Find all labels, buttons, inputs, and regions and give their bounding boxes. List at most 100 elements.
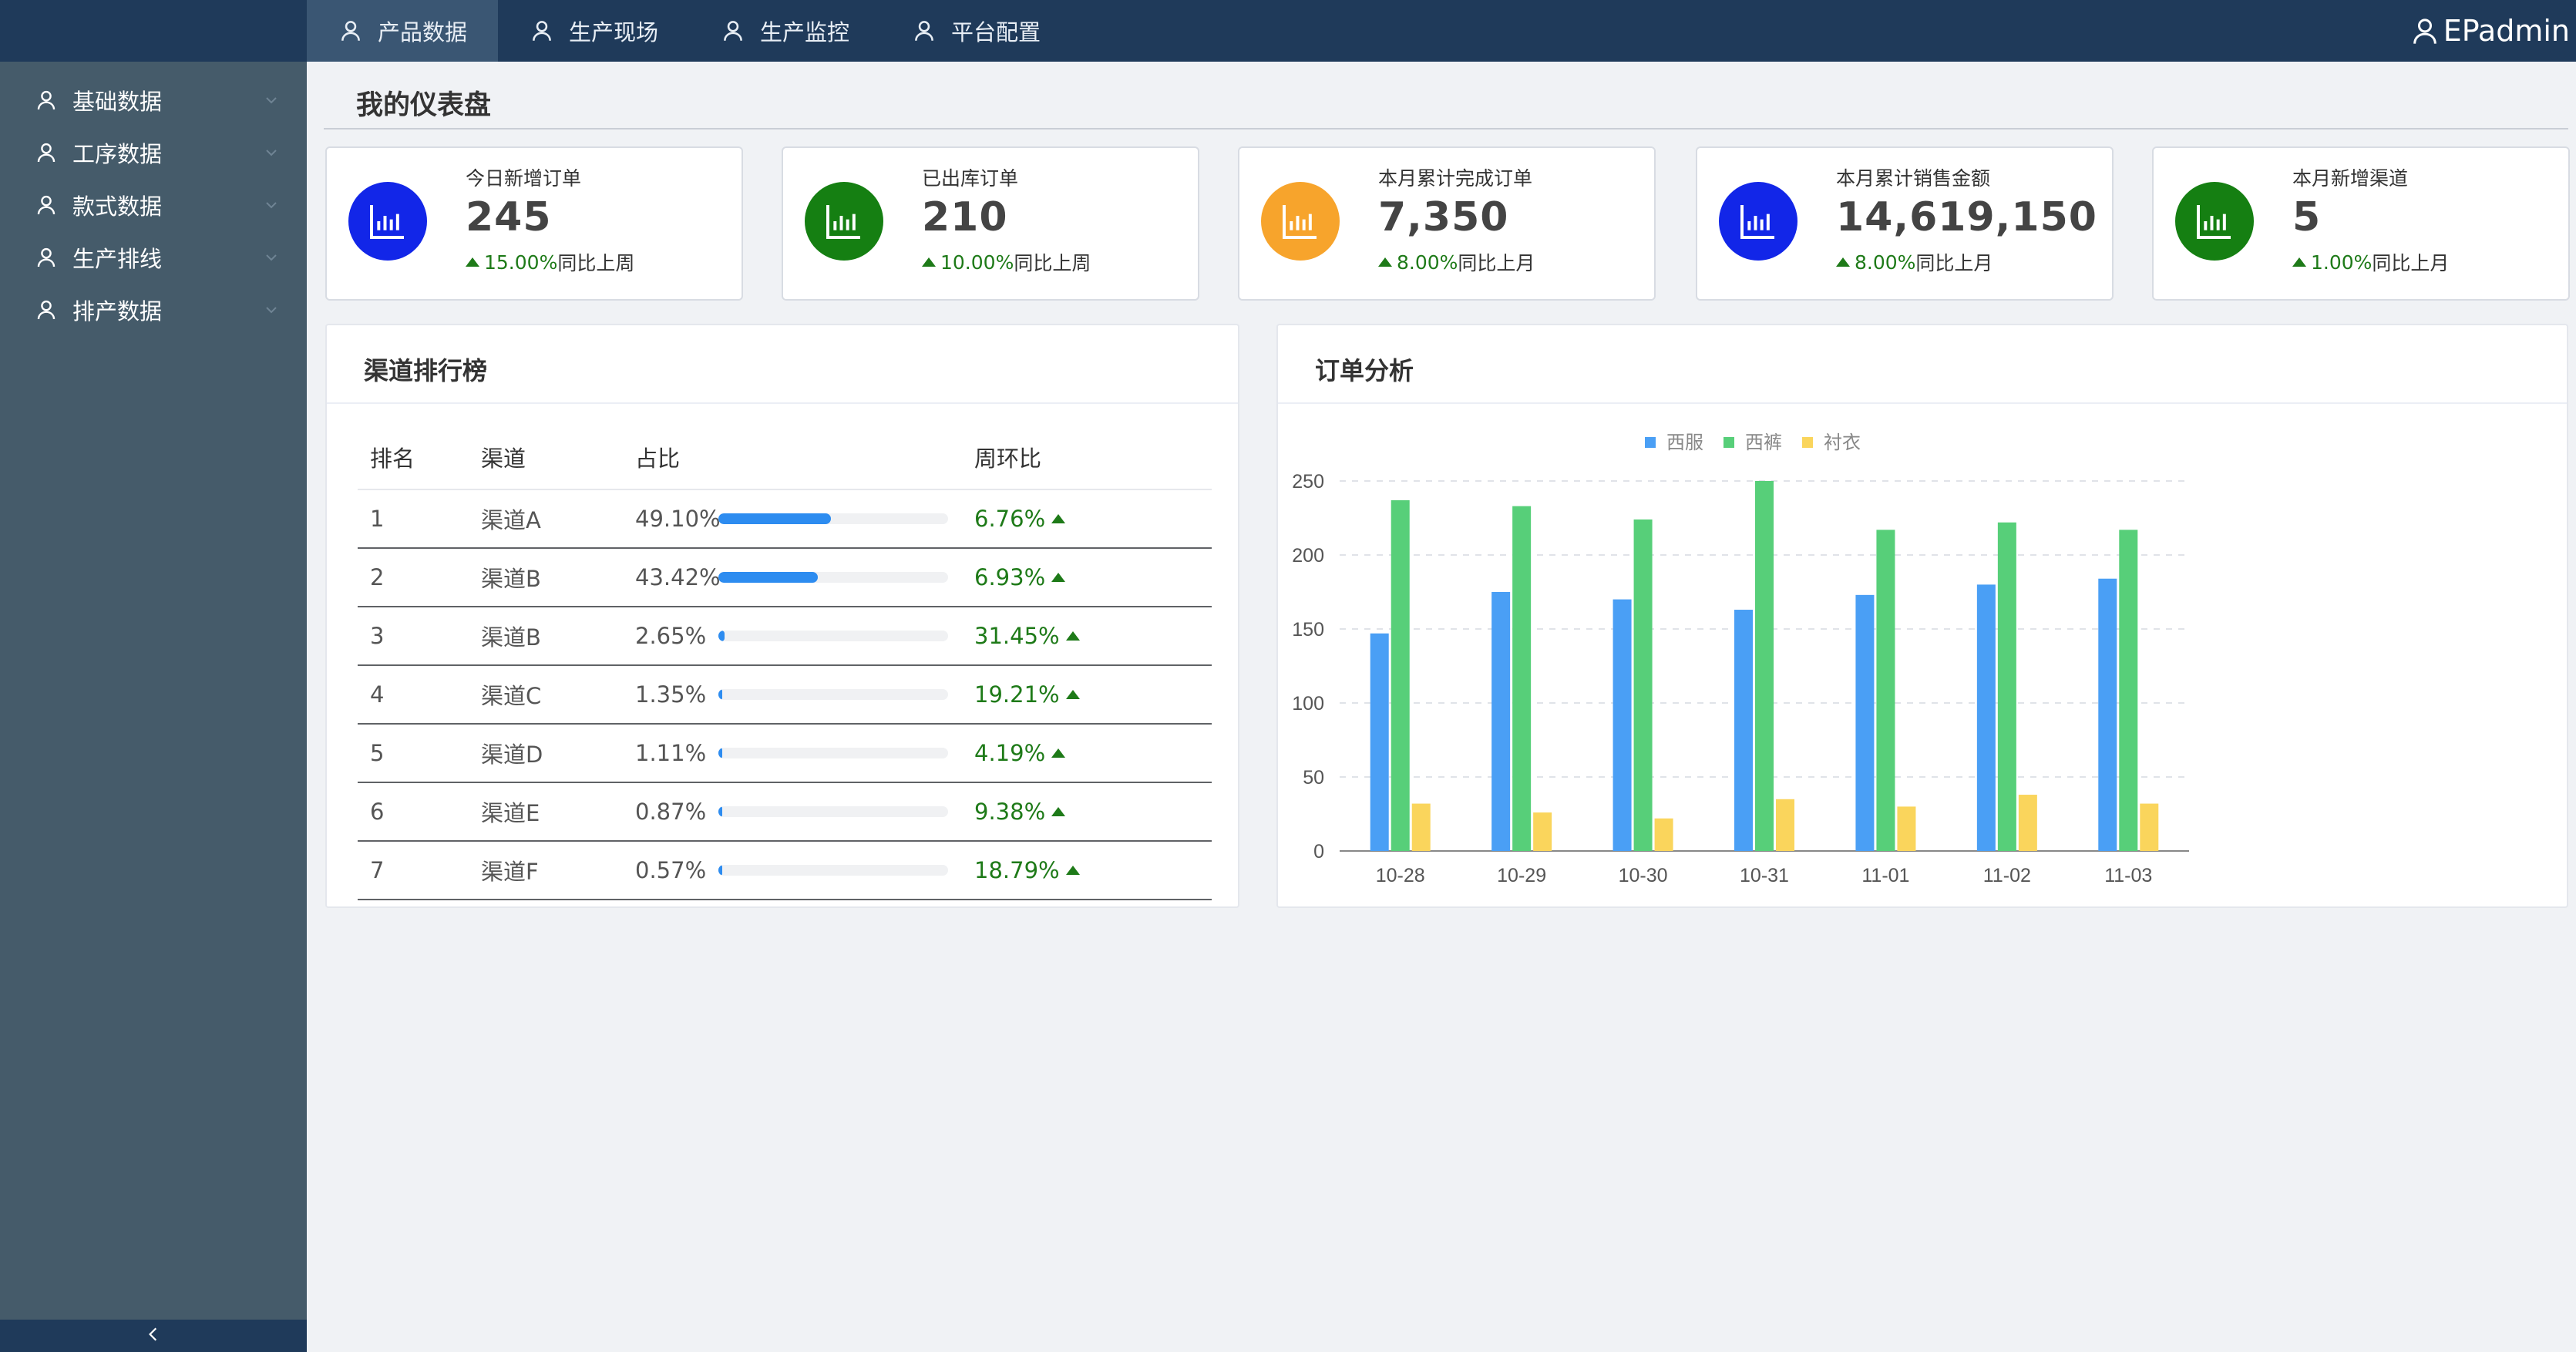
cell-rank: 6 [370,799,385,825]
card-label: 本月累计销售金额 [1836,167,1991,190]
table-row: 4 渠道C 1.35% 19.21% [358,666,1212,725]
page-title: 我的仪表盘 [356,90,492,121]
header-wow: 周环比 [974,446,1042,472]
tab-label: 产品数据 [378,19,468,45]
stat-card: 本月累计完成订单 7,350 8.00% 同比上月 [1238,146,1656,301]
bar-衬衣-10-30 [1654,818,1673,851]
sidebar-item-basic-data[interactable]: 基础数据 [0,74,307,126]
top-tabs: 产品数据 生产现场 生产监控 平台配置 [307,0,1071,62]
y-tick-label: 200 [1292,545,1324,567]
tab-platform-config[interactable]: 平台配置 [880,0,1071,62]
ranking-table: 排名 渠道 占比 周环比 1 渠道A 49.10% 6.76% 2 渠道B 43.42% 6.… [358,425,1212,900]
table-row: 5 渠道D 1.11% 4.19% [358,725,1212,783]
chevron-down-icon [264,302,279,318]
y-tick-label: 100 [1292,693,1324,715]
sidebar-item-scheduling-data[interactable]: 排产数据 [0,284,307,336]
bar-西服-11-01 [1855,594,1875,851]
share-progress-bar [718,865,948,876]
order-analysis-panel: 订单分析 0 50 100 150 200 250 10-28 10-29 10-30 10-31… [1276,324,2568,908]
cell-rank: 3 [370,623,385,649]
card-label: 本月累计完成订单 [1378,167,1533,190]
tab-production-monitor[interactable]: 生产监控 [689,0,880,62]
trend-percent: 15.00% [484,251,558,274]
table-row: 2 渠道B 43.42% 6.93% [358,549,1212,607]
chevron-left-icon [145,1326,162,1346]
share-progress-bar [718,572,948,583]
legend-label: 衬衣 [1824,432,1861,453]
share-progress-fill [718,865,722,876]
bar-西裤-10-29 [1512,506,1532,851]
x-tick-label: 11-02 [1983,865,2031,886]
x-tick-label: 10-30 [1619,865,1668,886]
tab-product-data[interactable]: 产品数据 [307,0,499,62]
bar-衬衣-11-02 [2018,795,2037,851]
bar-chart-icon [805,182,883,261]
share-progress-fill [718,689,722,700]
channel-ranking-panel: 渠道排行榜 排名 渠道 占比 周环比 1 渠道A 49.10% 6.76% 2 渠道B 43… [325,324,1239,908]
bar-西服-11-03 [2098,578,2117,851]
user-icon [529,18,555,44]
cell-channel: 渠道B [481,566,541,592]
bar-西服-10-29 [1491,592,1511,851]
share-progress-bar [718,631,948,641]
table-header: 排名 渠道 占比 周环比 [358,425,1212,490]
bar-西服-10-30 [1613,599,1632,851]
x-tick-label: 10-31 [1740,865,1789,886]
bar-西裤-11-01 [1876,530,1895,851]
share-progress-fill [718,748,722,758]
up-arrow-icon [1051,807,1066,816]
user-icon [2410,15,2440,46]
sidebar-item-production-line[interactable]: 生产排线 [0,231,307,284]
tab-label: 生产现场 [569,19,659,45]
card-value: 5 [2292,194,2322,240]
tab-production-site[interactable]: 生产现场 [498,0,689,62]
share-percent: 1.35% [635,681,707,708]
bar-衬衣-10-28 [1411,803,1431,851]
trend-suffix: 同比上月 [2372,252,2450,274]
user-menu[interactable]: EPadmin [2410,0,2576,62]
panel-divider [1278,402,2567,404]
title-divider [324,128,2568,129]
table-row: 3 渠道B 2.65% 31.45% [358,607,1212,666]
cell-share: 49.10% [635,506,974,532]
tab-label: 平台配置 [951,19,1041,45]
panel-title: 渠道排行榜 [364,356,488,385]
user-icon [720,18,746,44]
sidebar-item-style-data[interactable]: 款式数据 [0,179,307,231]
share-percent: 43.42% [635,564,721,590]
card-trend: 1.00% 同比上月 [2292,248,2449,276]
trend-suffix: 同比上周 [557,252,635,274]
x-tick-label: 10-28 [1376,865,1425,886]
panel-divider [327,402,1238,404]
trend-percent: 10.00% [940,251,1014,274]
share-progress-fill [718,513,832,524]
cell-channel: 渠道B [481,624,541,651]
bar-西服-10-31 [1734,610,1753,851]
bar-chart-icon [1719,182,1797,261]
legend-swatch [1645,437,1656,448]
bar-衬衣-11-01 [1897,806,1916,851]
cell-share: 2.65% [635,623,974,649]
card-value: 245 [466,194,552,240]
cell-channel: 渠道C [481,683,542,709]
card-trend: 8.00% 同比上月 [1836,248,1993,276]
wow-percent: 31.45% [974,623,1060,649]
sidebar: 基础数据 工序数据 款式数据 生产排线 排产数据 [0,62,307,1352]
up-arrow-icon [1051,573,1066,582]
bar-chart-icon [1261,182,1340,261]
bar-chart-icon [348,182,427,261]
wow-percent: 6.93% [974,564,1046,590]
cell-rank: 1 [370,506,385,532]
share-progress-bar [718,513,948,524]
trend-percent: 8.00% [1397,251,1458,274]
trend-suffix: 同比上月 [1458,252,1535,274]
bar-衬衣-11-03 [2140,803,2159,851]
bar-西裤-11-03 [2119,530,2138,851]
chevron-down-icon [264,92,279,108]
up-arrow-icon [2292,257,2306,267]
trend-percent: 8.00% [1855,251,1916,274]
cell-rank: 7 [370,857,385,883]
card-label: 今日新增订单 [466,167,582,190]
sidebar-collapse-button[interactable] [0,1320,307,1352]
sidebar-item-process-data[interactable]: 工序数据 [0,126,307,179]
